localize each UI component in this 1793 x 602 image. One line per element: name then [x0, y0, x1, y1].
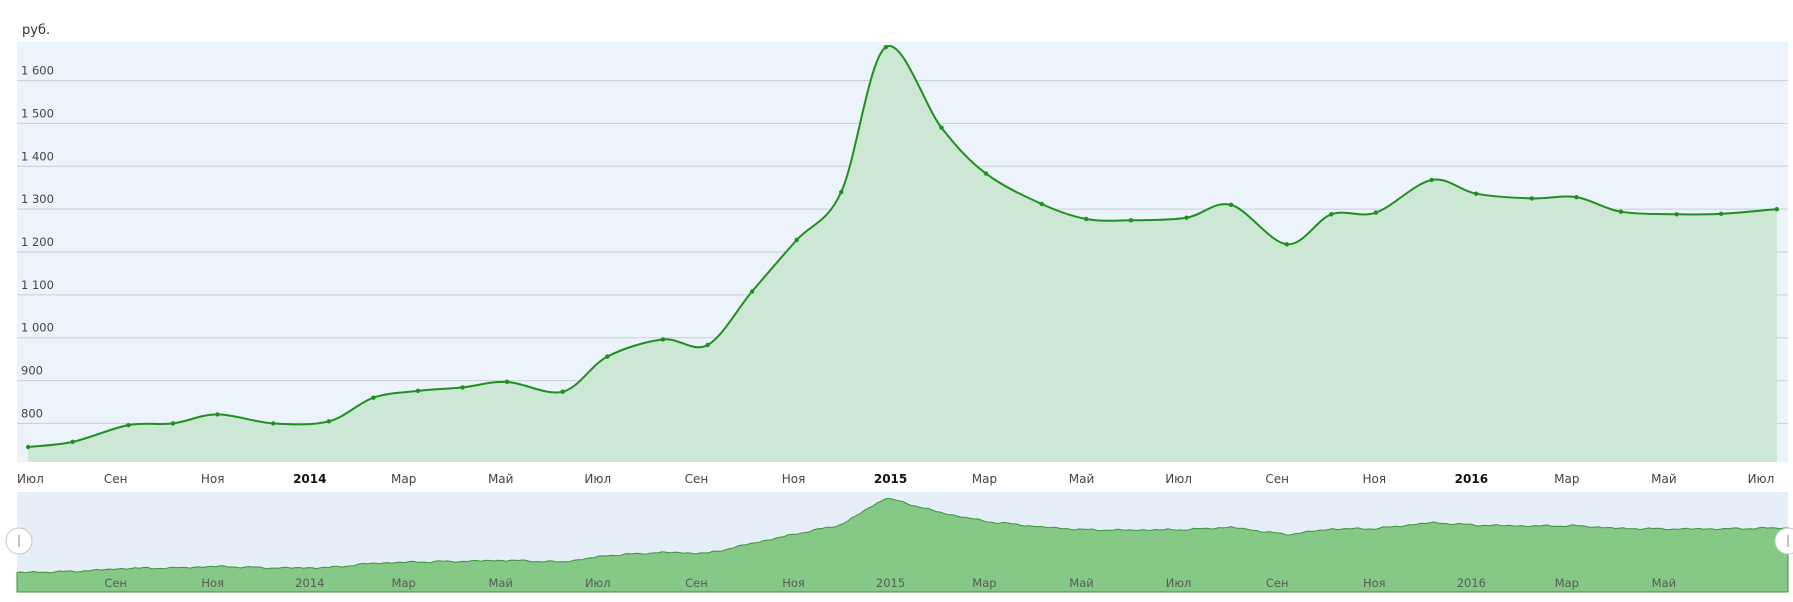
navigator-tick-label: Май: [1652, 576, 1676, 590]
navigator-tick-label: Мар: [972, 576, 996, 590]
data-point[interactable]: [660, 337, 666, 342]
navigator-tick-label: Сен: [685, 576, 708, 590]
data-point[interactable]: [25, 444, 31, 450]
data-point[interactable]: [1529, 196, 1535, 201]
data-point[interactable]: [749, 289, 755, 294]
data-point[interactable]: [1184, 215, 1189, 220]
x-tick-label: 2015: [874, 472, 907, 486]
y-tick-label: 1 100: [21, 278, 54, 292]
y-tick-label: 1 300: [21, 192, 54, 206]
x-tick-label: 2016: [1455, 472, 1488, 486]
x-tick-label: Май: [1069, 472, 1095, 486]
navigator-tick-label: Мар: [392, 576, 416, 590]
y-tick-label: 900: [21, 364, 43, 378]
data-point[interactable]: [839, 189, 844, 195]
x-tick-label: Ноя: [1362, 472, 1386, 486]
data-point[interactable]: [1774, 206, 1780, 212]
y-tick-label: 1 400: [21, 149, 54, 163]
navigator-tick-label: Ноя: [782, 576, 805, 590]
x-tick-label: Мар: [391, 472, 416, 486]
x-tick-label: Сен: [104, 472, 128, 486]
data-point[interactable]: [215, 412, 220, 417]
x-tick-label: Июл: [1165, 472, 1192, 486]
x-tick-label: Июл: [584, 472, 611, 486]
navigator-tick-label: 2014: [295, 576, 324, 590]
navigator-tick-label: Июл: [1166, 576, 1192, 590]
data-point[interactable]: [1329, 212, 1334, 217]
data-point[interactable]: [983, 171, 989, 176]
data-point[interactable]: [415, 388, 421, 394]
main-plot: 800 900 1 000 1 100 1 200 1 300 1 400 1 500 1 60…: [0, 42, 1793, 492]
navigator-handle-left[interactable]: [5, 527, 33, 555]
navigator-series: [16, 497, 1789, 593]
data-point[interactable]: [326, 419, 332, 424]
x-tick-label: Май: [1651, 472, 1677, 486]
series-area-fill: [28, 45, 1777, 462]
navigator-tick-label: Сен: [1266, 576, 1289, 590]
x-tick-label: Мар: [972, 472, 997, 486]
data-point[interactable]: [371, 395, 376, 400]
x-tick-label: Ноя: [201, 472, 225, 486]
x-tick-label: Сен: [685, 472, 709, 486]
data-point[interactable]: [170, 421, 176, 426]
x-tick-label: Сен: [1265, 472, 1289, 486]
data-point[interactable]: [270, 421, 276, 426]
data-point[interactable]: [1084, 216, 1089, 222]
navigator-tick-label: 2015: [876, 576, 905, 590]
navigator-tick-label: Мар: [1555, 576, 1579, 590]
navigator-tick-label: Май: [488, 576, 512, 590]
y-tick-label: 1 200: [21, 235, 54, 249]
y-tick-label: 1 500: [21, 106, 54, 120]
data-point[interactable]: [1373, 210, 1379, 215]
navigator-tick-label: 2016: [1457, 576, 1486, 590]
data-point[interactable]: [1674, 212, 1679, 217]
data-point[interactable]: [504, 379, 510, 385]
navigator-tick-label: Ноя: [1363, 576, 1386, 590]
data-point[interactable]: [1039, 201, 1044, 207]
x-axis-band: [0, 462, 1793, 492]
data-point[interactable]: [1718, 211, 1724, 217]
navigator-tick-label: Сен: [104, 576, 127, 590]
y-tick-label: 1 000: [21, 321, 54, 335]
x-tick-label: Мар: [1554, 472, 1579, 486]
x-tick-label: Ноя: [782, 472, 806, 486]
data-point[interactable]: [605, 354, 610, 359]
x-tick-label: Июл: [17, 472, 44, 486]
y-tick-label: 1 600: [21, 64, 54, 78]
data-point[interactable]: [1284, 242, 1289, 247]
range-navigator[interactable]: Сен Ноя 2014 Мар Май Июл Сен Ноя 2015 Мар Май Июл Се…: [5, 492, 1793, 593]
data-point[interactable]: [460, 385, 465, 390]
x-tick-label: 2014: [293, 472, 326, 486]
data-point[interactable]: [705, 342, 710, 348]
data-point[interactable]: [1429, 177, 1434, 183]
data-point[interactable]: [1473, 191, 1479, 196]
data-point[interactable]: [939, 125, 944, 130]
data-point[interactable]: [1574, 194, 1579, 200]
data-point[interactable]: [1128, 218, 1134, 223]
data-point[interactable]: [794, 237, 799, 243]
data-point[interactable]: [1228, 202, 1234, 208]
x-tick-label: Май: [488, 472, 514, 486]
navigator-handle-right[interactable]: [1774, 527, 1793, 555]
navigator-tick-label: Июл: [585, 576, 611, 590]
data-point[interactable]: [883, 44, 888, 50]
y-axis-unit-label: руб.: [22, 23, 50, 38]
data-point[interactable]: [70, 439, 75, 445]
data-point[interactable]: [560, 389, 565, 394]
navigator-tick-label: Ноя: [201, 576, 224, 590]
navigator-tick-label: Май: [1069, 576, 1093, 590]
data-point[interactable]: [126, 422, 131, 428]
x-tick-label: Июл: [1748, 472, 1775, 486]
y-tick-label: 800: [21, 406, 43, 420]
navigator-handle-right-knob[interactable]: [1774, 527, 1793, 555]
data-point[interactable]: [1618, 209, 1624, 214]
